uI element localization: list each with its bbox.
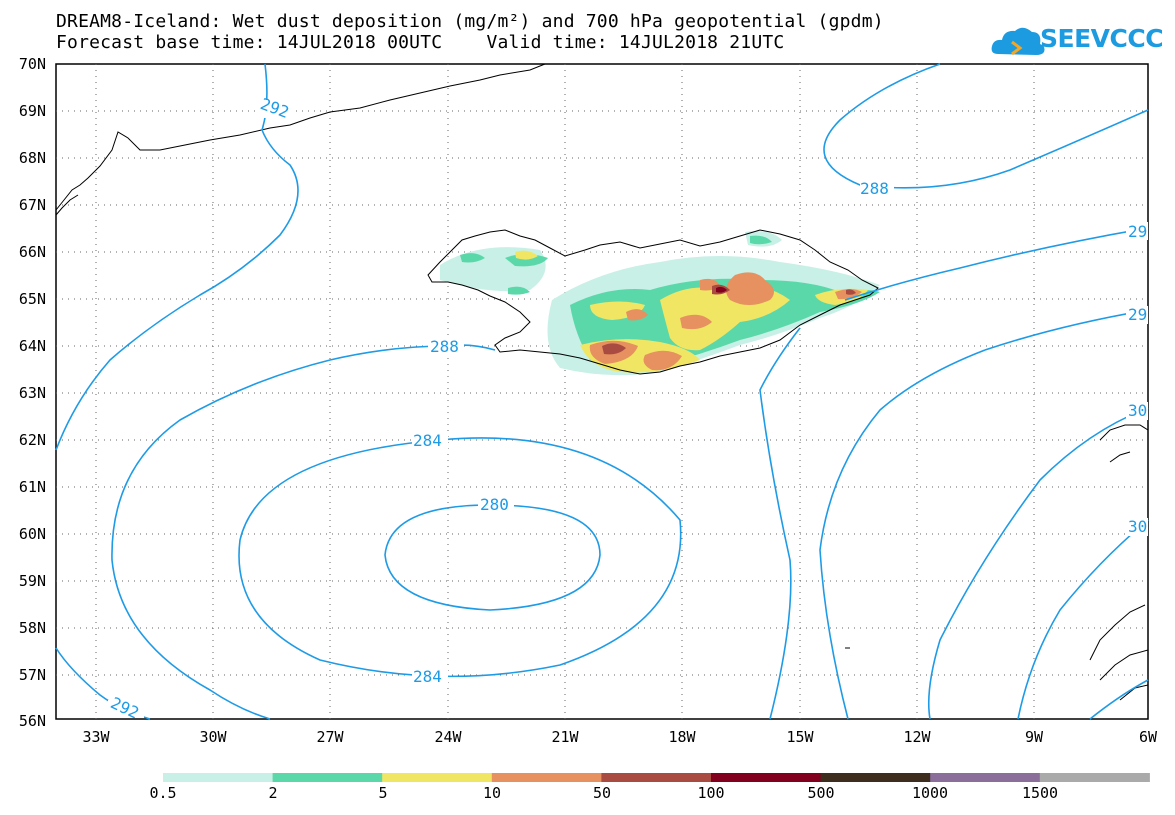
lon-label: 9W — [1024, 728, 1044, 746]
lon-label: 6W — [1138, 728, 1158, 746]
colorbar-label: 1000 — [911, 784, 949, 802]
colorbar-label: 5 — [378, 784, 388, 802]
contour-29-b-top — [984, 309, 1149, 351]
logo-text: SEEVCCC — [1040, 24, 1164, 53]
colorbar-swatch — [163, 773, 274, 782]
seevccc-cloud-logo-icon — [991, 27, 1045, 56]
lat-label: 65N — [18, 290, 46, 308]
contour-288-main — [111, 344, 496, 720]
contour-284-ring — [238, 437, 682, 678]
lat-label: 66N — [18, 243, 46, 261]
contour-29-b — [819, 349, 986, 720]
graticule — [56, 64, 1148, 719]
contour-30-b — [1017, 519, 1149, 720]
contour-label-284: 284 — [413, 431, 442, 450]
lat-label: 56N — [18, 712, 46, 730]
map-title-line-1: DREAM8-Iceland: Wet dust deposition (mg/… — [56, 11, 884, 32]
contour-label-288: 288 — [860, 179, 889, 198]
contour-30-a — [927, 407, 1149, 720]
lon-label: 18W — [668, 728, 696, 746]
lat-label: 61N — [18, 478, 46, 496]
contour-288-north — [823, 63, 1149, 189]
colorbar-label: 50 — [592, 784, 612, 802]
contour-labels: 292 288 288 284 280 284 292 29 29 30 30 — [108, 94, 1148, 723]
colorbar-swatch — [601, 773, 712, 782]
contour-label-29: 29 — [1128, 222, 1147, 241]
lon-label: 12W — [903, 728, 931, 746]
contour-label-288: 288 — [430, 337, 459, 356]
colorbar-swatch — [272, 773, 383, 782]
lat-label: 70N — [18, 55, 46, 73]
map-title-line-2: Forecast base time: 14JUL2018 00UTC Vali… — [56, 32, 785, 53]
contour-292-left — [55, 63, 299, 451]
lat-label: 63N — [18, 384, 46, 402]
contour-30-c — [1089, 679, 1149, 720]
colorbar-swatch — [820, 773, 931, 782]
contour-label-284: 284 — [413, 667, 442, 686]
colorbar-label: 10 — [482, 784, 502, 802]
colorbar-swatch — [491, 773, 602, 782]
contour-288-east — [759, 327, 801, 720]
lon-label: 15W — [786, 728, 814, 746]
lat-label: 62N — [18, 431, 46, 449]
lat-label: 64N — [18, 337, 46, 355]
colorbar-label: 500 — [807, 784, 835, 802]
contour-label-29: 29 — [1128, 305, 1147, 324]
lon-label: 24W — [434, 728, 462, 746]
lat-label: 68N — [18, 149, 46, 167]
contour-label-280: 280 — [480, 495, 509, 514]
coastline — [55, 63, 1149, 701]
geopotential-contours — [55, 63, 1149, 720]
map-frame — [55, 63, 1149, 720]
contour-label-30: 30 — [1128, 517, 1147, 536]
contour-label-292: 292 — [108, 693, 142, 722]
colorbar-swatch — [382, 773, 493, 782]
lon-label: 33W — [82, 728, 110, 746]
contour-280-ring — [384, 504, 601, 611]
lat-label: 60N — [18, 525, 46, 543]
colorbar-label: 100 — [697, 784, 725, 802]
lat-label: 69N — [18, 102, 46, 120]
colorbar-label: 2 — [268, 784, 278, 802]
colorbar-label: 1500 — [1021, 784, 1059, 802]
lat-label: 67N — [18, 196, 46, 214]
colorbar-swatch — [1039, 773, 1150, 782]
contour-29-a — [844, 227, 1149, 301]
dust-deposition-field — [440, 231, 880, 376]
colorbar-swatch — [930, 773, 1041, 782]
colorbar-label: 0.5 — [149, 784, 177, 802]
colorbar — [163, 773, 1150, 782]
lat-label: 59N — [18, 572, 46, 590]
colorbar-swatch — [711, 773, 822, 782]
lon-label: 21W — [551, 728, 579, 746]
lat-label: 58N — [18, 619, 46, 637]
contour-label-30: 30 — [1128, 401, 1147, 420]
lon-label: 30W — [199, 728, 227, 746]
lat-label: 57N — [18, 666, 46, 684]
lon-label: 27W — [316, 728, 344, 746]
